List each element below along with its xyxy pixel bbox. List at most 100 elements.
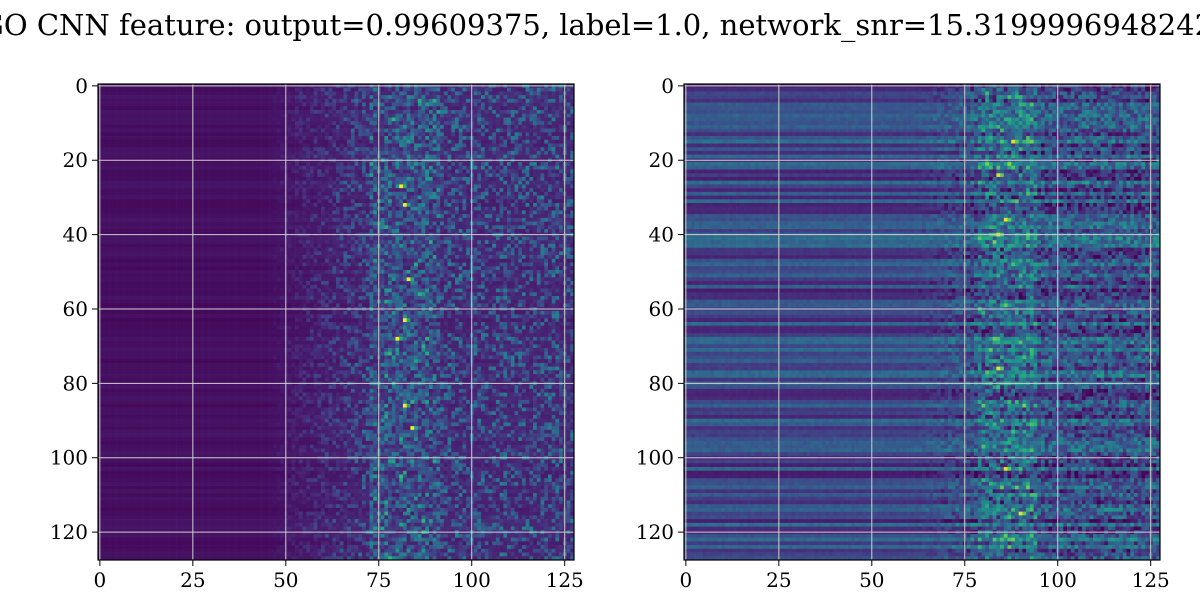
heatmap-cell <box>321 95 325 99</box>
heatmap-cell <box>221 91 225 95</box>
heatmap-cell <box>399 88 403 92</box>
heatmap-cell <box>109 106 113 110</box>
heatmap-cell <box>321 88 325 92</box>
heatmap-cell <box>388 95 392 99</box>
heatmap-cell <box>347 106 351 110</box>
heatmap-cell <box>139 103 143 107</box>
heatmap-cell <box>105 99 109 103</box>
heatmap-cell <box>392 91 396 95</box>
heatmap-cell <box>433 99 437 103</box>
heatmap-cell <box>202 91 206 95</box>
heatmap-cell <box>158 99 162 103</box>
heatmap-cell <box>388 106 392 110</box>
heatmap-cell <box>150 99 154 103</box>
heatmap-cell <box>444 99 448 103</box>
heatmap-cell <box>410 88 414 92</box>
heatmap-cell <box>522 95 526 99</box>
heatmap-cell <box>258 103 262 107</box>
heatmap-cell <box>228 99 232 103</box>
heatmap-cell <box>503 103 507 107</box>
heatmap-cell <box>117 99 121 103</box>
heatmap-cell <box>247 103 251 107</box>
heatmap-cell <box>265 95 269 99</box>
heatmap-cell <box>529 88 533 92</box>
heatmap-cell <box>195 106 199 110</box>
heatmap-cell <box>496 95 500 99</box>
heatmap-cell <box>518 88 522 92</box>
heatmap-cell <box>332 103 336 107</box>
heatmap-cell <box>280 103 284 107</box>
heatmap-cell <box>559 99 563 103</box>
heatmap-cell <box>158 95 162 99</box>
heatmap-cell <box>143 103 147 107</box>
heatmap-cell <box>436 88 440 92</box>
heatmap-cell <box>518 99 522 103</box>
heatmap-cell <box>422 88 426 92</box>
heatmap-cell <box>325 91 329 95</box>
heatmap-cell <box>224 91 228 95</box>
heatmap-cell <box>280 99 284 103</box>
heatmap-cell <box>269 99 273 103</box>
heatmap-cell <box>488 91 492 95</box>
heatmap-cell <box>329 88 333 92</box>
heatmap-cell <box>317 106 321 110</box>
heatmap-cell <box>202 88 206 92</box>
heatmap-cell <box>466 95 470 99</box>
heatmap-cell <box>150 88 154 92</box>
heatmap-cell <box>124 88 128 92</box>
heatmap-cell <box>448 95 452 99</box>
heatmap-cell <box>485 88 489 92</box>
heatmap-cell <box>213 88 217 92</box>
heatmap-cell <box>277 91 281 95</box>
heatmap-cell <box>503 88 507 92</box>
heatmap-cell <box>250 88 254 92</box>
heatmap-cell <box>210 91 214 95</box>
heatmap-cell <box>139 99 143 103</box>
heatmap-cell <box>396 106 400 110</box>
heatmap-cell <box>343 99 347 103</box>
heatmap-cell <box>355 103 359 107</box>
heatmap-cell <box>135 88 139 92</box>
heatmap-cell <box>265 99 269 103</box>
heatmap-cell <box>369 88 373 92</box>
heatmap-cell <box>143 95 147 99</box>
heatmap-cell <box>306 106 310 110</box>
heatmap-cell <box>131 103 135 107</box>
heatmap-cell <box>172 99 176 103</box>
heatmap-cell <box>455 99 459 103</box>
heatmap-cell <box>567 91 571 95</box>
heatmap-cell <box>567 95 571 99</box>
heatmap-cell <box>343 91 347 95</box>
heatmap-cell <box>459 95 463 99</box>
heatmap-cell <box>124 91 128 95</box>
heatmap-cell <box>210 103 214 107</box>
heatmap-cell <box>303 95 307 99</box>
heatmap-cell <box>414 106 418 110</box>
heatmap-cell <box>295 106 299 110</box>
heatmap-cell <box>537 103 541 107</box>
heatmap-cell <box>537 99 541 103</box>
heatmap-cell <box>373 88 377 92</box>
heatmap-cell <box>206 106 210 110</box>
heatmap-cell <box>407 88 411 92</box>
heatmap-cell <box>228 103 232 107</box>
heatmap-cell <box>120 95 124 99</box>
heatmap-cell <box>544 88 548 92</box>
heatmap-cell <box>135 99 139 103</box>
heatmap-cell <box>429 91 433 95</box>
heatmap-cell <box>407 99 411 103</box>
heatmap-cell <box>150 103 154 107</box>
heatmap-cell <box>518 95 522 99</box>
heatmap-cell <box>451 91 455 95</box>
heatmap-cell <box>496 103 500 107</box>
heatmap-cell <box>254 99 258 103</box>
heatmap-cell <box>544 95 548 99</box>
heatmap-cell <box>462 95 466 99</box>
heatmap-cell <box>217 106 221 110</box>
heatmap-cell <box>277 103 281 107</box>
heatmap-cell <box>459 103 463 107</box>
heatmap-cell <box>243 103 247 107</box>
heatmap-cell <box>176 106 180 110</box>
heatmap-cell <box>455 88 459 92</box>
heatmap-cell <box>195 88 199 92</box>
